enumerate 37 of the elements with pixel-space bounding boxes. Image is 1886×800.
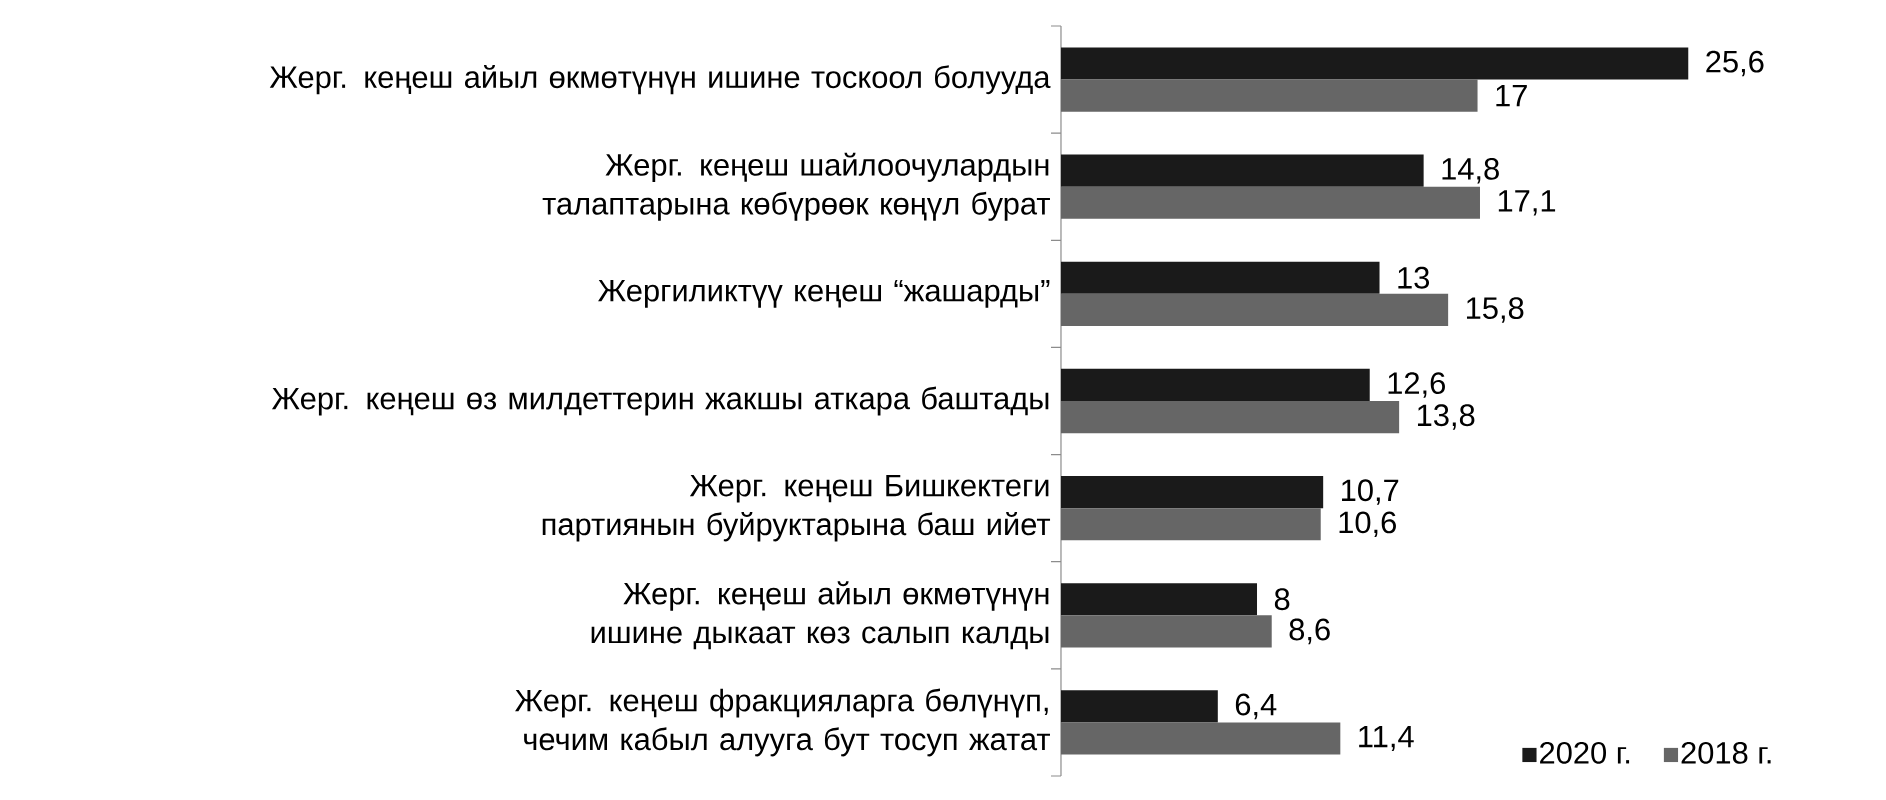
bar [1060, 401, 1400, 434]
bar [1060, 293, 1449, 327]
y-tick-label: Жерг. кеңеш шайлоочулардын талаптарына көбүрөөк көңүл бурат [542, 152, 1050, 221]
bar [1060, 615, 1272, 648]
legend-label: 2018 г. [1681, 741, 1771, 764]
data-label: 15,8 [1466, 297, 1524, 323]
y-tick-label: Жерг. кеңеш өз милдеттерин жакшы аткара баштады [271, 386, 1049, 416]
data-label: 6,4 [1235, 693, 1277, 720]
bar [1060, 583, 1258, 616]
data-label: 10,7 [1342, 479, 1399, 505]
bar [1060, 186, 1480, 219]
y-tick-label: Жерг. кеңеш айыл өкмөтүнүн ишине тоскоол болууда [269, 64, 1051, 95]
data-label: 10,6 [1339, 511, 1396, 537]
data-label: 14,8 [1442, 157, 1499, 184]
legend-label: 2020 г. [1540, 741, 1630, 764]
data-label: 11,4 [1359, 725, 1414, 752]
y-tick-label: Жергиликтүү кеңеш “жашарды” [598, 280, 1050, 308]
bar [1060, 690, 1218, 723]
data-label: 13,8 [1417, 404, 1475, 430]
bar [1060, 368, 1370, 402]
bar [1060, 79, 1478, 112]
bar [1060, 722, 1341, 755]
y-tick-label: Жерг. кеңеш фракцияларга бөлүнүп, чечим кабыл алууга бут тосуп жатат [515, 688, 1050, 757]
data-label: 25,6 [1706, 50, 1764, 77]
data-label: 17,1 [1498, 190, 1556, 216]
data-label: 17 [1496, 85, 1527, 107]
bar [1060, 476, 1324, 509]
bar [1060, 47, 1689, 80]
bar [1060, 154, 1424, 187]
data-label: 13 [1398, 266, 1430, 289]
data-label: 12,6 [1388, 372, 1445, 398]
y-tick-label: Жерг. кеңеш айыл өкмөтүнүн ишине дыкаат көз салып калды [591, 581, 1049, 650]
y-tick-label: Жерг. кеңеш Бишкектеги партиянын буйруктарына баш ийет [542, 474, 1051, 542]
data-label: 8 [1274, 588, 1290, 611]
bar [1060, 508, 1321, 541]
bar [1060, 261, 1380, 294]
data-label: 8,6 [1289, 618, 1330, 645]
